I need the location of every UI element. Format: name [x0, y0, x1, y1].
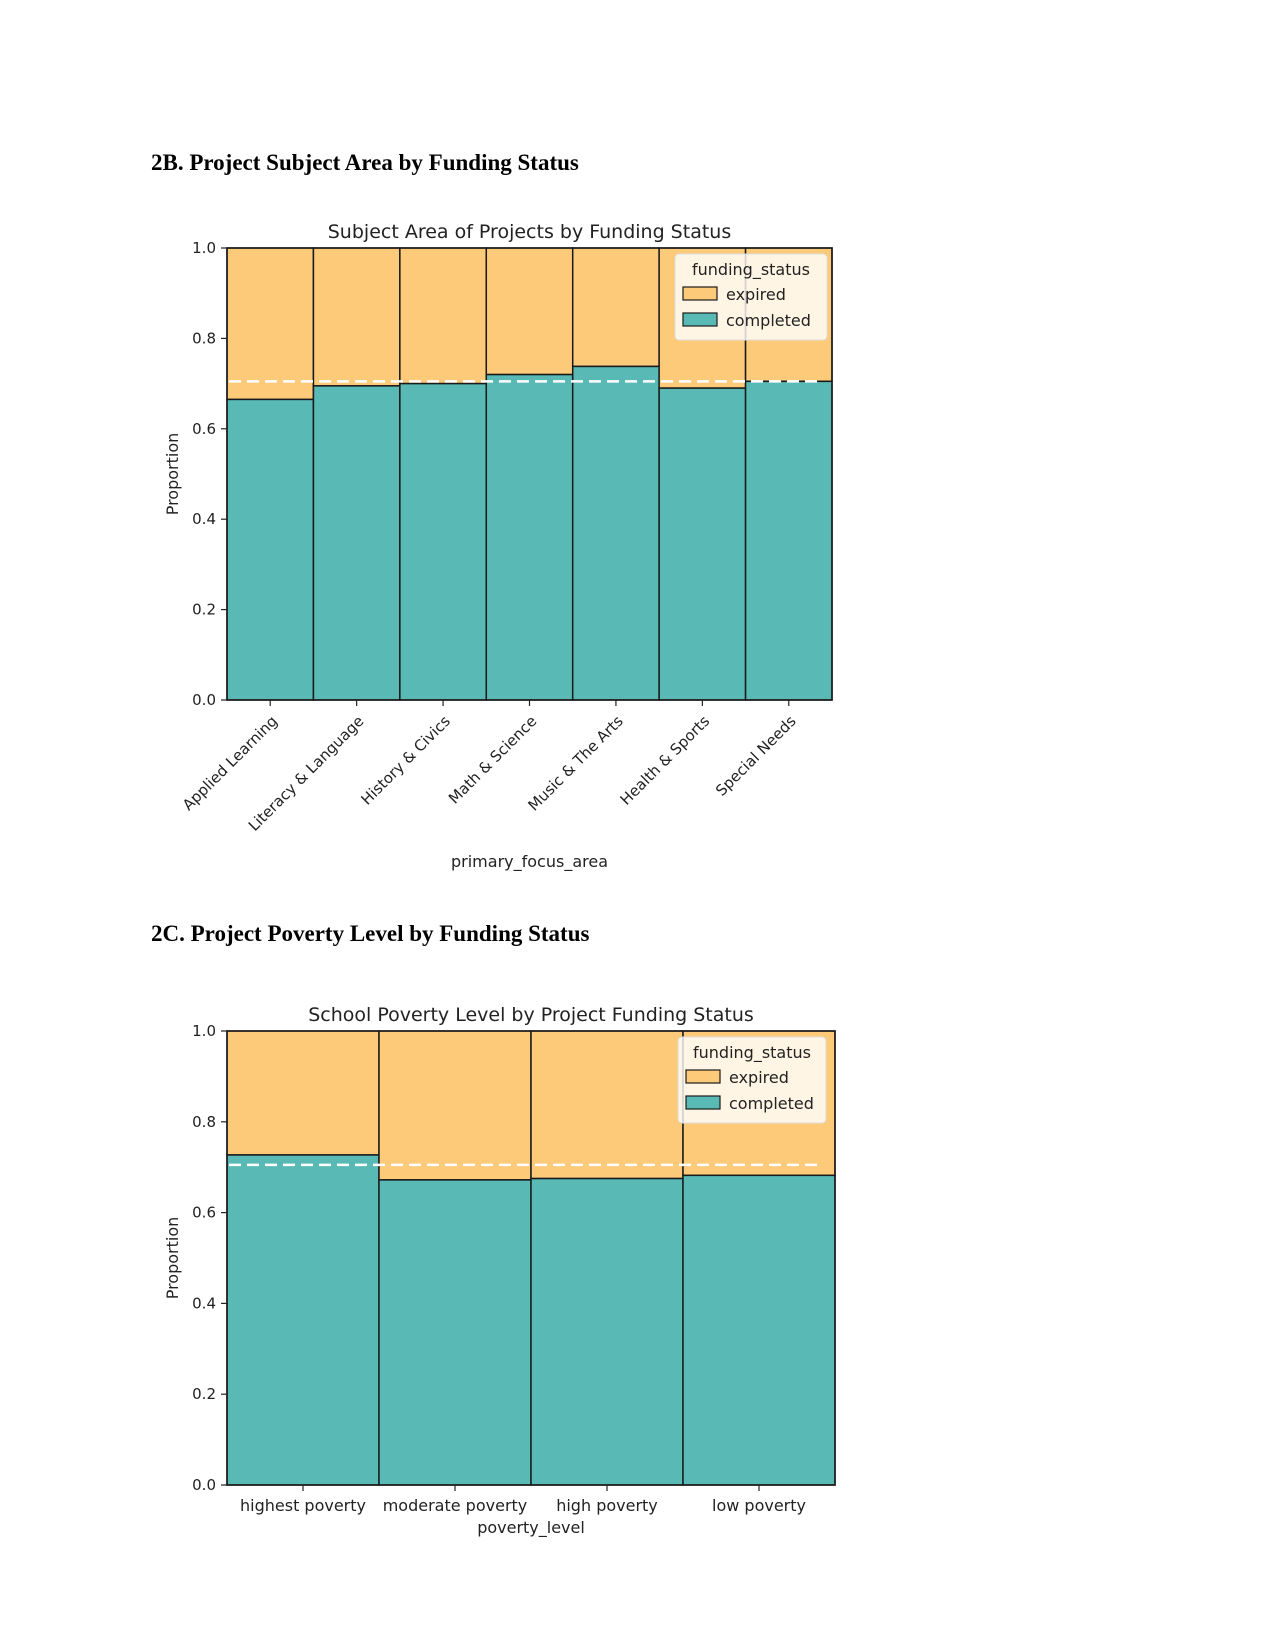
- ytick-label-2: 0.4: [192, 1294, 216, 1312]
- bar-completed-1: [378, 1179, 532, 1486]
- legend-label-completed: completed: [726, 311, 811, 330]
- bar-completed-4: [571, 365, 660, 701]
- ytick-label-3: 0.6: [192, 420, 216, 438]
- legend-swatch-expired: [682, 286, 718, 301]
- ytick-label-1: 0.2: [192, 1385, 216, 1403]
- ytick-label-5: 1.0: [192, 1022, 216, 1040]
- ytick-label-3: 0.6: [192, 1204, 216, 1222]
- bar-expired-0: [226, 1030, 380, 1156]
- ytick-label-5: 1.0: [192, 239, 216, 257]
- legend-swatch-completed: [685, 1095, 721, 1110]
- subject-area-chart: Subject Area of Projects by Funding Stat…: [163, 221, 833, 872]
- xtick-label-0: highest poverty: [240, 1496, 366, 1515]
- ytick-label-4: 0.8: [192, 1113, 216, 1131]
- xtick-label-3: low poverty: [712, 1496, 806, 1515]
- chart-title: School Poverty Level by Project Funding …: [308, 1004, 754, 1026]
- bar-expired-0: [226, 247, 315, 401]
- legend-swatch-completed: [682, 312, 718, 327]
- ytick-label-0: 0.0: [192, 691, 216, 709]
- section-heading-subject-area: 2B. Project Subject Area by Funding Stat…: [151, 150, 579, 175]
- section-heading-poverty-level: 2C. Project Poverty Level by Funding Sta…: [151, 921, 590, 946]
- xtick-label-2: high poverty: [556, 1496, 658, 1515]
- legend-label-expired: expired: [726, 285, 786, 304]
- bar-completed-3: [485, 373, 574, 701]
- ytick-label-0: 0.0: [192, 1476, 216, 1494]
- bar-expired-4: [571, 247, 660, 368]
- bar-expired-3: [485, 247, 574, 376]
- x-axis-label: primary_focus_area: [451, 852, 608, 872]
- legend-label-completed: completed: [729, 1094, 814, 1113]
- bar-expired-2: [530, 1030, 684, 1180]
- y-axis-label: Proportion: [163, 433, 182, 516]
- bar-completed-2: [530, 1177, 684, 1486]
- bar-completed-6: [744, 380, 833, 701]
- chart-title: Subject Area of Projects by Funding Stat…: [328, 221, 731, 243]
- ytick-label-2: 0.4: [192, 510, 216, 528]
- ytick-label-4: 0.8: [192, 329, 216, 347]
- legend-title: funding_status: [692, 260, 810, 280]
- legend-swatch-expired: [685, 1069, 721, 1084]
- legend-title: funding_status: [693, 1043, 811, 1063]
- bar-completed-5: [658, 387, 747, 701]
- bar-completed-0: [226, 1154, 380, 1486]
- plot-frame: [226, 1030, 836, 1486]
- x-axis-label: poverty_level: [477, 1518, 585, 1538]
- bar-completed-3: [682, 1174, 836, 1486]
- y-axis-label: Proportion: [163, 1217, 182, 1300]
- ytick-label-1: 0.2: [192, 601, 216, 619]
- bar-expired-1: [378, 1030, 532, 1181]
- legend-label-expired: expired: [729, 1068, 789, 1087]
- xtick-label-1: moderate poverty: [383, 1496, 528, 1515]
